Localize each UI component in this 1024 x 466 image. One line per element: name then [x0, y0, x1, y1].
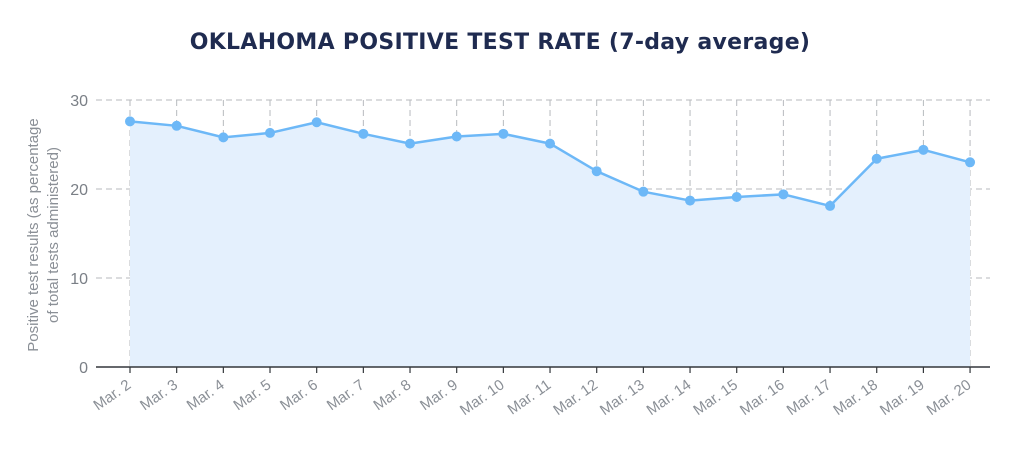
x-tick-label: Mar. 15	[690, 376, 741, 419]
data-point	[965, 157, 976, 168]
data-point	[591, 166, 602, 177]
data-point	[218, 132, 229, 143]
y-axis-ticks: 0 10 20 30	[70, 93, 88, 377]
data-point	[638, 186, 649, 197]
x-tick-label: Mar. 19	[877, 376, 928, 419]
y-axis-label: Positive test results (as percentage of t…	[25, 118, 62, 351]
area-fill	[130, 121, 971, 367]
x-tick-label: Mar. 5	[230, 376, 274, 414]
data-point	[685, 195, 696, 206]
x-tick-label: Mar. 18	[830, 376, 881, 419]
data-point	[871, 153, 882, 164]
x-tick-label: Mar. 14	[644, 376, 695, 419]
x-tick-label: Mar. 16	[737, 376, 788, 419]
y-axis-label-line: of total tests administered)	[45, 147, 62, 323]
data-point	[918, 144, 929, 155]
x-tick-label: Mar. 13	[597, 376, 648, 419]
data-point	[825, 200, 836, 211]
x-tick-label: Mar. 9	[417, 376, 461, 414]
data-point	[171, 120, 182, 131]
data-point	[358, 128, 369, 139]
data-point	[405, 138, 416, 149]
data-point	[125, 116, 135, 127]
y-tick-label: 0	[79, 360, 88, 377]
data-point	[311, 117, 322, 128]
y-axis-label-line: Positive test results (as percentage	[25, 118, 42, 351]
y-tick-label: 20	[70, 182, 88, 199]
data-point	[265, 127, 276, 138]
x-tick-label: Mar. 11	[504, 376, 554, 418]
data-point	[498, 128, 509, 139]
data-points	[125, 116, 976, 211]
x-tick-label: Mar. 7	[324, 376, 368, 414]
x-tick-label: Mar. 17	[784, 376, 835, 419]
x-tick-label: Mar. 3	[137, 376, 181, 414]
x-tick-label: Mar. 20	[924, 376, 975, 419]
x-tick-label: Mar. 2	[90, 376, 134, 414]
data-point	[731, 192, 742, 203]
x-tick-label: Mar. 6	[277, 376, 321, 414]
data-point	[778, 189, 789, 200]
x-tick-label: Mar. 4	[184, 376, 228, 414]
x-tick-label: Mar. 8	[370, 376, 414, 414]
chart-title: OKLAHOMA POSITIVE TEST RATE (7-day avera…	[189, 30, 811, 55]
y-tick-label: 30	[70, 93, 88, 110]
data-point	[545, 138, 556, 149]
x-tick-label: Mar. 10	[457, 376, 508, 419]
y-tick-label: 10	[70, 271, 88, 288]
x-tick-label: Mar. 12	[550, 376, 601, 419]
data-point	[451, 131, 462, 142]
x-axis-ticks: Mar. 2 Mar. 3 Mar. 4 Mar. 5 Mar. 6 Mar. 7 Mar.…	[90, 367, 974, 419]
